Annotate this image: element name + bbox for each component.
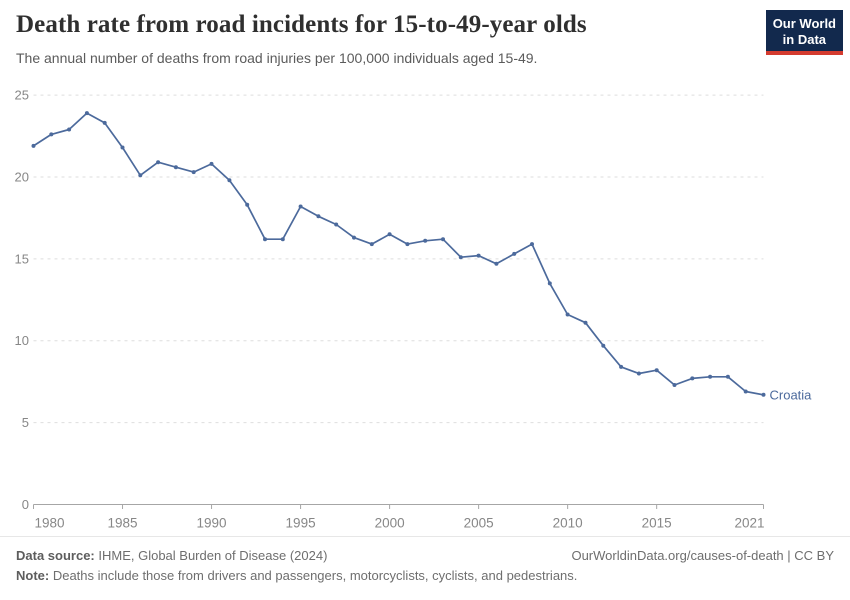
x-tick-label: 1995 — [286, 516, 316, 531]
data-point — [441, 237, 445, 242]
data-point — [494, 261, 499, 266]
data-point — [530, 242, 534, 247]
data-point — [636, 371, 641, 376]
data-point — [512, 251, 517, 256]
data-point — [156, 160, 161, 165]
owid-logo-line1: Our World — [772, 16, 836, 31]
data-source-label: Data source: — [16, 548, 95, 563]
data-point — [245, 202, 250, 207]
data-point — [173, 165, 178, 170]
y-tick-label: 10 — [15, 333, 29, 348]
data-source-value: IHME, Global Burden of Disease (2024) — [94, 548, 328, 563]
data-point — [601, 343, 606, 348]
y-tick-label: 20 — [15, 169, 29, 184]
data-point — [67, 127, 72, 132]
x-tick-label: 1980 — [35, 516, 65, 531]
data-point — [369, 242, 374, 247]
y-tick-label: 15 — [15, 251, 29, 266]
data-point — [761, 392, 766, 397]
data-point — [316, 214, 321, 219]
data-point — [725, 374, 730, 379]
series-line — [32, 112, 765, 396]
data-point — [138, 173, 143, 178]
data-point — [708, 374, 713, 379]
note-value: Deaths include those from drivers and pa… — [49, 568, 578, 584]
x-tick-label: 2010 — [553, 516, 583, 531]
owid-citation-link[interactable]: OurWorldinData.org/causes-of-death | CC … — [571, 548, 834, 563]
data-point — [547, 281, 552, 286]
chart-subtitle: The annual number of deaths from road in… — [16, 50, 538, 66]
x-tick-label: 1985 — [108, 516, 138, 531]
data-point — [84, 111, 89, 116]
data-point — [298, 204, 303, 209]
data-point — [334, 222, 339, 227]
data-point — [263, 237, 267, 242]
data-point — [227, 178, 232, 183]
data-point — [31, 143, 36, 148]
note-line: Note: Deaths include those from drivers … — [16, 566, 834, 586]
data-point — [352, 235, 356, 240]
owid-logo[interactable]: Our World in Data — [765, 10, 843, 56]
x-tick-label: 2000 — [375, 516, 405, 531]
data-point — [690, 376, 695, 381]
data-point — [405, 242, 410, 247]
data-point — [209, 161, 214, 166]
note-label: Note: — [16, 568, 50, 584]
data-point — [387, 232, 392, 237]
data-point — [49, 132, 54, 137]
y-tick-label: 25 — [15, 88, 29, 103]
x-tick-label: 2005 — [464, 516, 494, 531]
data-point — [458, 255, 463, 260]
x-tick-label: 2021 — [734, 516, 764, 531]
data-point — [423, 238, 428, 243]
chart-footer: Data source: IHME, Global Burden of Dise… — [0, 536, 850, 586]
data-point — [120, 145, 125, 150]
data-point — [654, 368, 659, 373]
y-tick-label: 0 — [22, 497, 29, 512]
x-tick-label: 1990 — [197, 516, 227, 531]
chart-title: Death rate from road incidents for 15-to… — [16, 11, 587, 38]
data-point — [102, 120, 107, 125]
owid-logo-line2: in Data — [782, 31, 827, 47]
data-point — [743, 389, 748, 394]
data-point — [583, 320, 588, 325]
data-point — [672, 383, 677, 387]
y-tick-label: 5 — [22, 415, 29, 430]
data-source-line: Data source: IHME, Global Burden of Dise… — [16, 546, 327, 566]
data-point — [619, 364, 624, 369]
data-point — [191, 170, 196, 175]
data-point — [476, 253, 481, 258]
x-tick-label: 2015 — [642, 516, 672, 531]
series-end-label: Croatia — [770, 387, 813, 402]
data-point — [280, 237, 285, 242]
chart-header: Death rate from road incidents for 15-to… — [16, 10, 843, 68]
data-point — [565, 312, 570, 317]
